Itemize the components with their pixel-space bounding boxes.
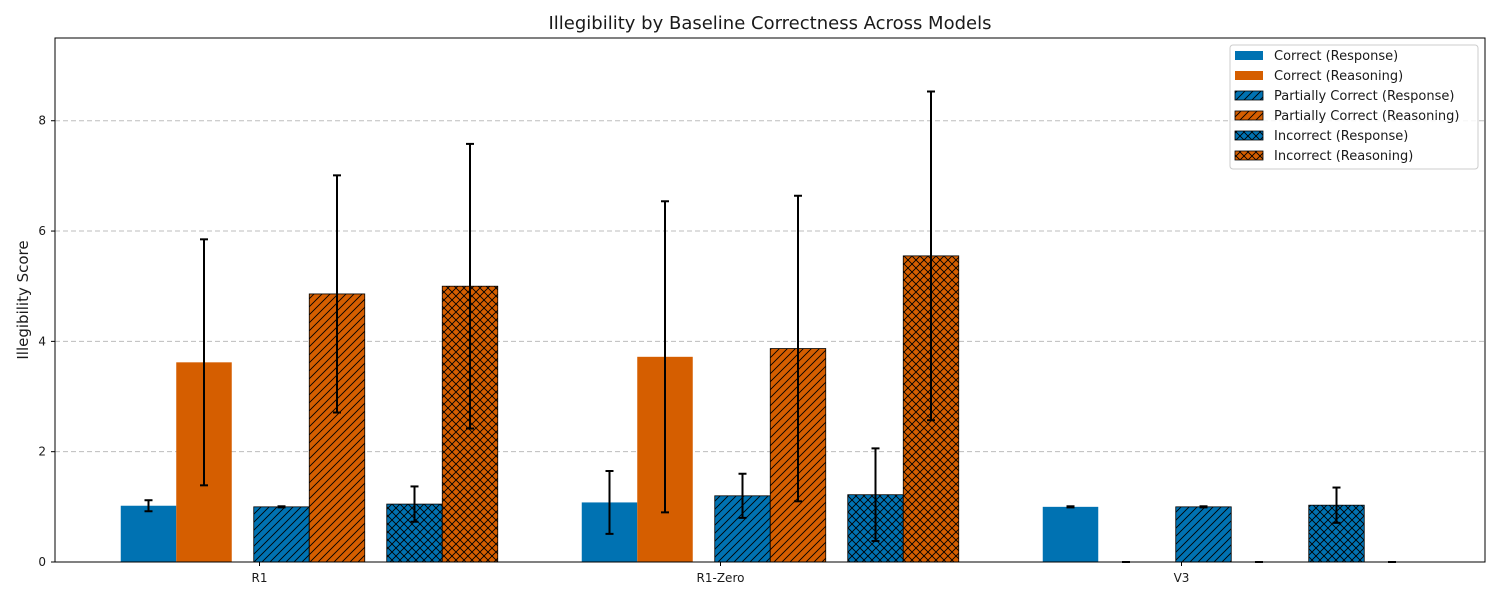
legend-swatch-outline (1234, 90, 1264, 101)
legend-swatch-hatch (1235, 91, 1263, 100)
y-axis-label: Illegibility Score (14, 240, 32, 359)
bar-hatch (253, 506, 310, 562)
bar (1042, 506, 1099, 562)
error-bars-layer (144, 90, 1396, 563)
legend: Correct (Response) Correct (Reasoning) Par… (1229, 44, 1479, 170)
x-tick-label: R1-Zero (697, 571, 745, 585)
legend-label: Correct (Reasoning) (1274, 69, 1403, 84)
y-tick-label: 6 (38, 224, 46, 238)
y-tick-label: 0 (38, 555, 46, 569)
legend-label: Partially Correct (Response) (1274, 89, 1454, 104)
legend-swatch-hatch (1235, 131, 1263, 140)
legend-label: Partially Correct (Reasoning) (1274, 109, 1460, 124)
legend-swatch (1235, 51, 1263, 60)
bar-hatch (1175, 506, 1232, 562)
chart-title: Illegibility by Baseline Correctness Acr… (549, 13, 992, 34)
y-tick-label: 2 (38, 445, 46, 459)
legend-swatch-outline (1234, 130, 1264, 141)
x-tick-label: R1 (252, 571, 268, 585)
legend-swatch-outline (1234, 150, 1264, 161)
legend-box (1229, 44, 1479, 170)
legend-label: Correct (Response) (1274, 49, 1398, 64)
y-tick-label: 8 (38, 114, 46, 128)
legend-label: Incorrect (Reasoning) (1274, 149, 1413, 164)
legend-swatch-outline (1234, 110, 1264, 121)
bar (120, 505, 177, 562)
y-tick-label: 4 (38, 334, 46, 348)
legend-swatch-hatch (1235, 151, 1263, 160)
legend-label: Incorrect (Response) (1274, 129, 1408, 144)
legend-swatch (1235, 71, 1263, 80)
y-axis-ticks: 0 2 4 6 8 (38, 114, 55, 569)
x-axis-ticks: R1 R1-Zero V3 (252, 562, 1190, 585)
legend-swatch-hatch (1235, 111, 1263, 120)
plot-frame (54, 37, 1486, 563)
x-tick-label: V3 (1174, 571, 1190, 585)
